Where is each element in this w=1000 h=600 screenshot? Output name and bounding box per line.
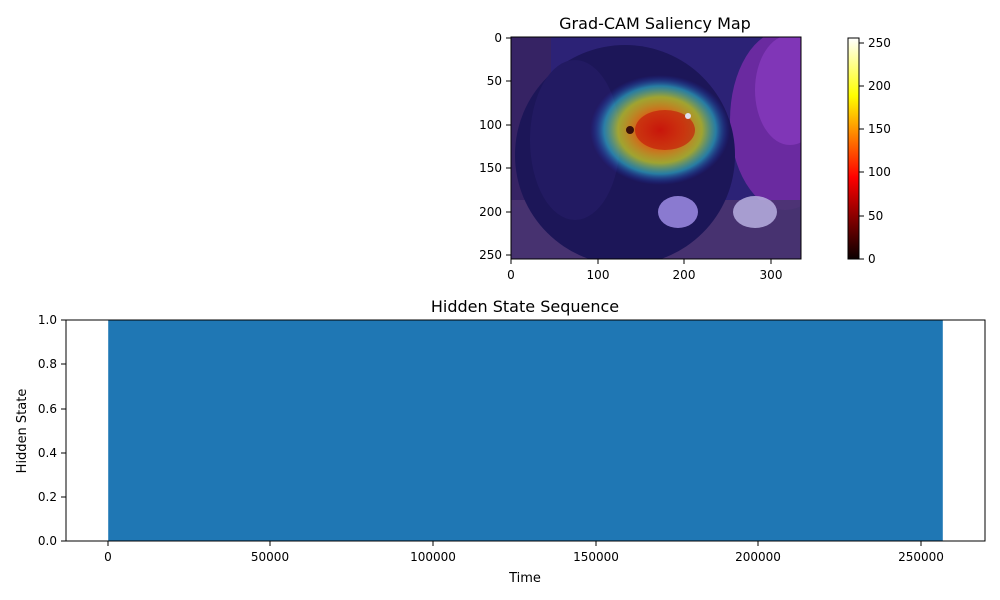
hidden-state-x-axis: 0 50000 100000 150000 200000 250000 Time [104, 541, 944, 586]
gradcam-y-tick: 250 [479, 248, 502, 262]
hidden-state-x-tick: 200000 [735, 550, 781, 564]
colorbar-gradient [847, 37, 860, 260]
gradcam-x-tick: 0 [507, 268, 515, 282]
gradcam-y-tick: 50 [487, 74, 502, 88]
gradcam-title: Grad-CAM Saliency Map [559, 14, 751, 33]
hidden-state-panel: Hidden State Sequence 0 50000 100000 150… [15, 297, 986, 586]
hidden-state-y-tick: 1.0 [38, 313, 57, 327]
hidden-state-title: Hidden State Sequence [431, 297, 619, 316]
colorbar-tick: 100 [868, 165, 891, 179]
hidden-state-area [108, 320, 943, 541]
hidden-state-y-tick: 0.6 [38, 402, 57, 416]
hidden-state-x-tick: 250000 [898, 550, 944, 564]
hidden-state-y-tick: 0.4 [38, 446, 57, 460]
hidden-state-y-label: Hidden State [15, 389, 30, 474]
colorbar-tick: 150 [868, 122, 891, 136]
hidden-state-y-tick: 0.8 [38, 357, 57, 371]
saliency-image [511, 37, 801, 259]
gradcam-x-tick: 100 [587, 268, 610, 282]
hidden-state-y-tick: 0.2 [38, 490, 57, 504]
hidden-state-x-tick: 150000 [573, 550, 619, 564]
colorbar: 0 50 100 150 200 250 [847, 36, 891, 266]
hidden-state-y-axis: 0.0 0.2 0.4 0.6 0.8 1.0 Hidden State [15, 313, 66, 548]
gradcam-y-axis: 0 50 100 150 200 250 [479, 31, 511, 262]
hidden-state-x-label: Time [508, 571, 541, 586]
hidden-state-x-tick: 100000 [410, 550, 456, 564]
colorbar-tick: 200 [868, 79, 891, 93]
hidden-state-x-tick: 0 [104, 550, 112, 564]
plot-frame [65, 319, 986, 542]
gradcam-y-tick: 0 [494, 31, 502, 45]
colorbar-tick: 0 [868, 252, 876, 266]
gradcam-y-tick: 100 [479, 118, 502, 132]
hidden-state-x-tick: 50000 [251, 550, 289, 564]
gradcam-y-tick: 200 [479, 205, 502, 219]
gradcam-panel: Grad-CAM Saliency Map [479, 14, 891, 282]
gradcam-y-tick: 150 [479, 161, 502, 175]
hidden-state-y-tick: 0.0 [38, 534, 57, 548]
gradcam-x-tick: 200 [673, 268, 696, 282]
gradcam-x-axis: 0 100 200 300 [507, 259, 782, 282]
colorbar-tick: 250 [868, 36, 891, 50]
gradcam-x-tick: 300 [760, 268, 783, 282]
colorbar-tick: 50 [868, 209, 883, 223]
